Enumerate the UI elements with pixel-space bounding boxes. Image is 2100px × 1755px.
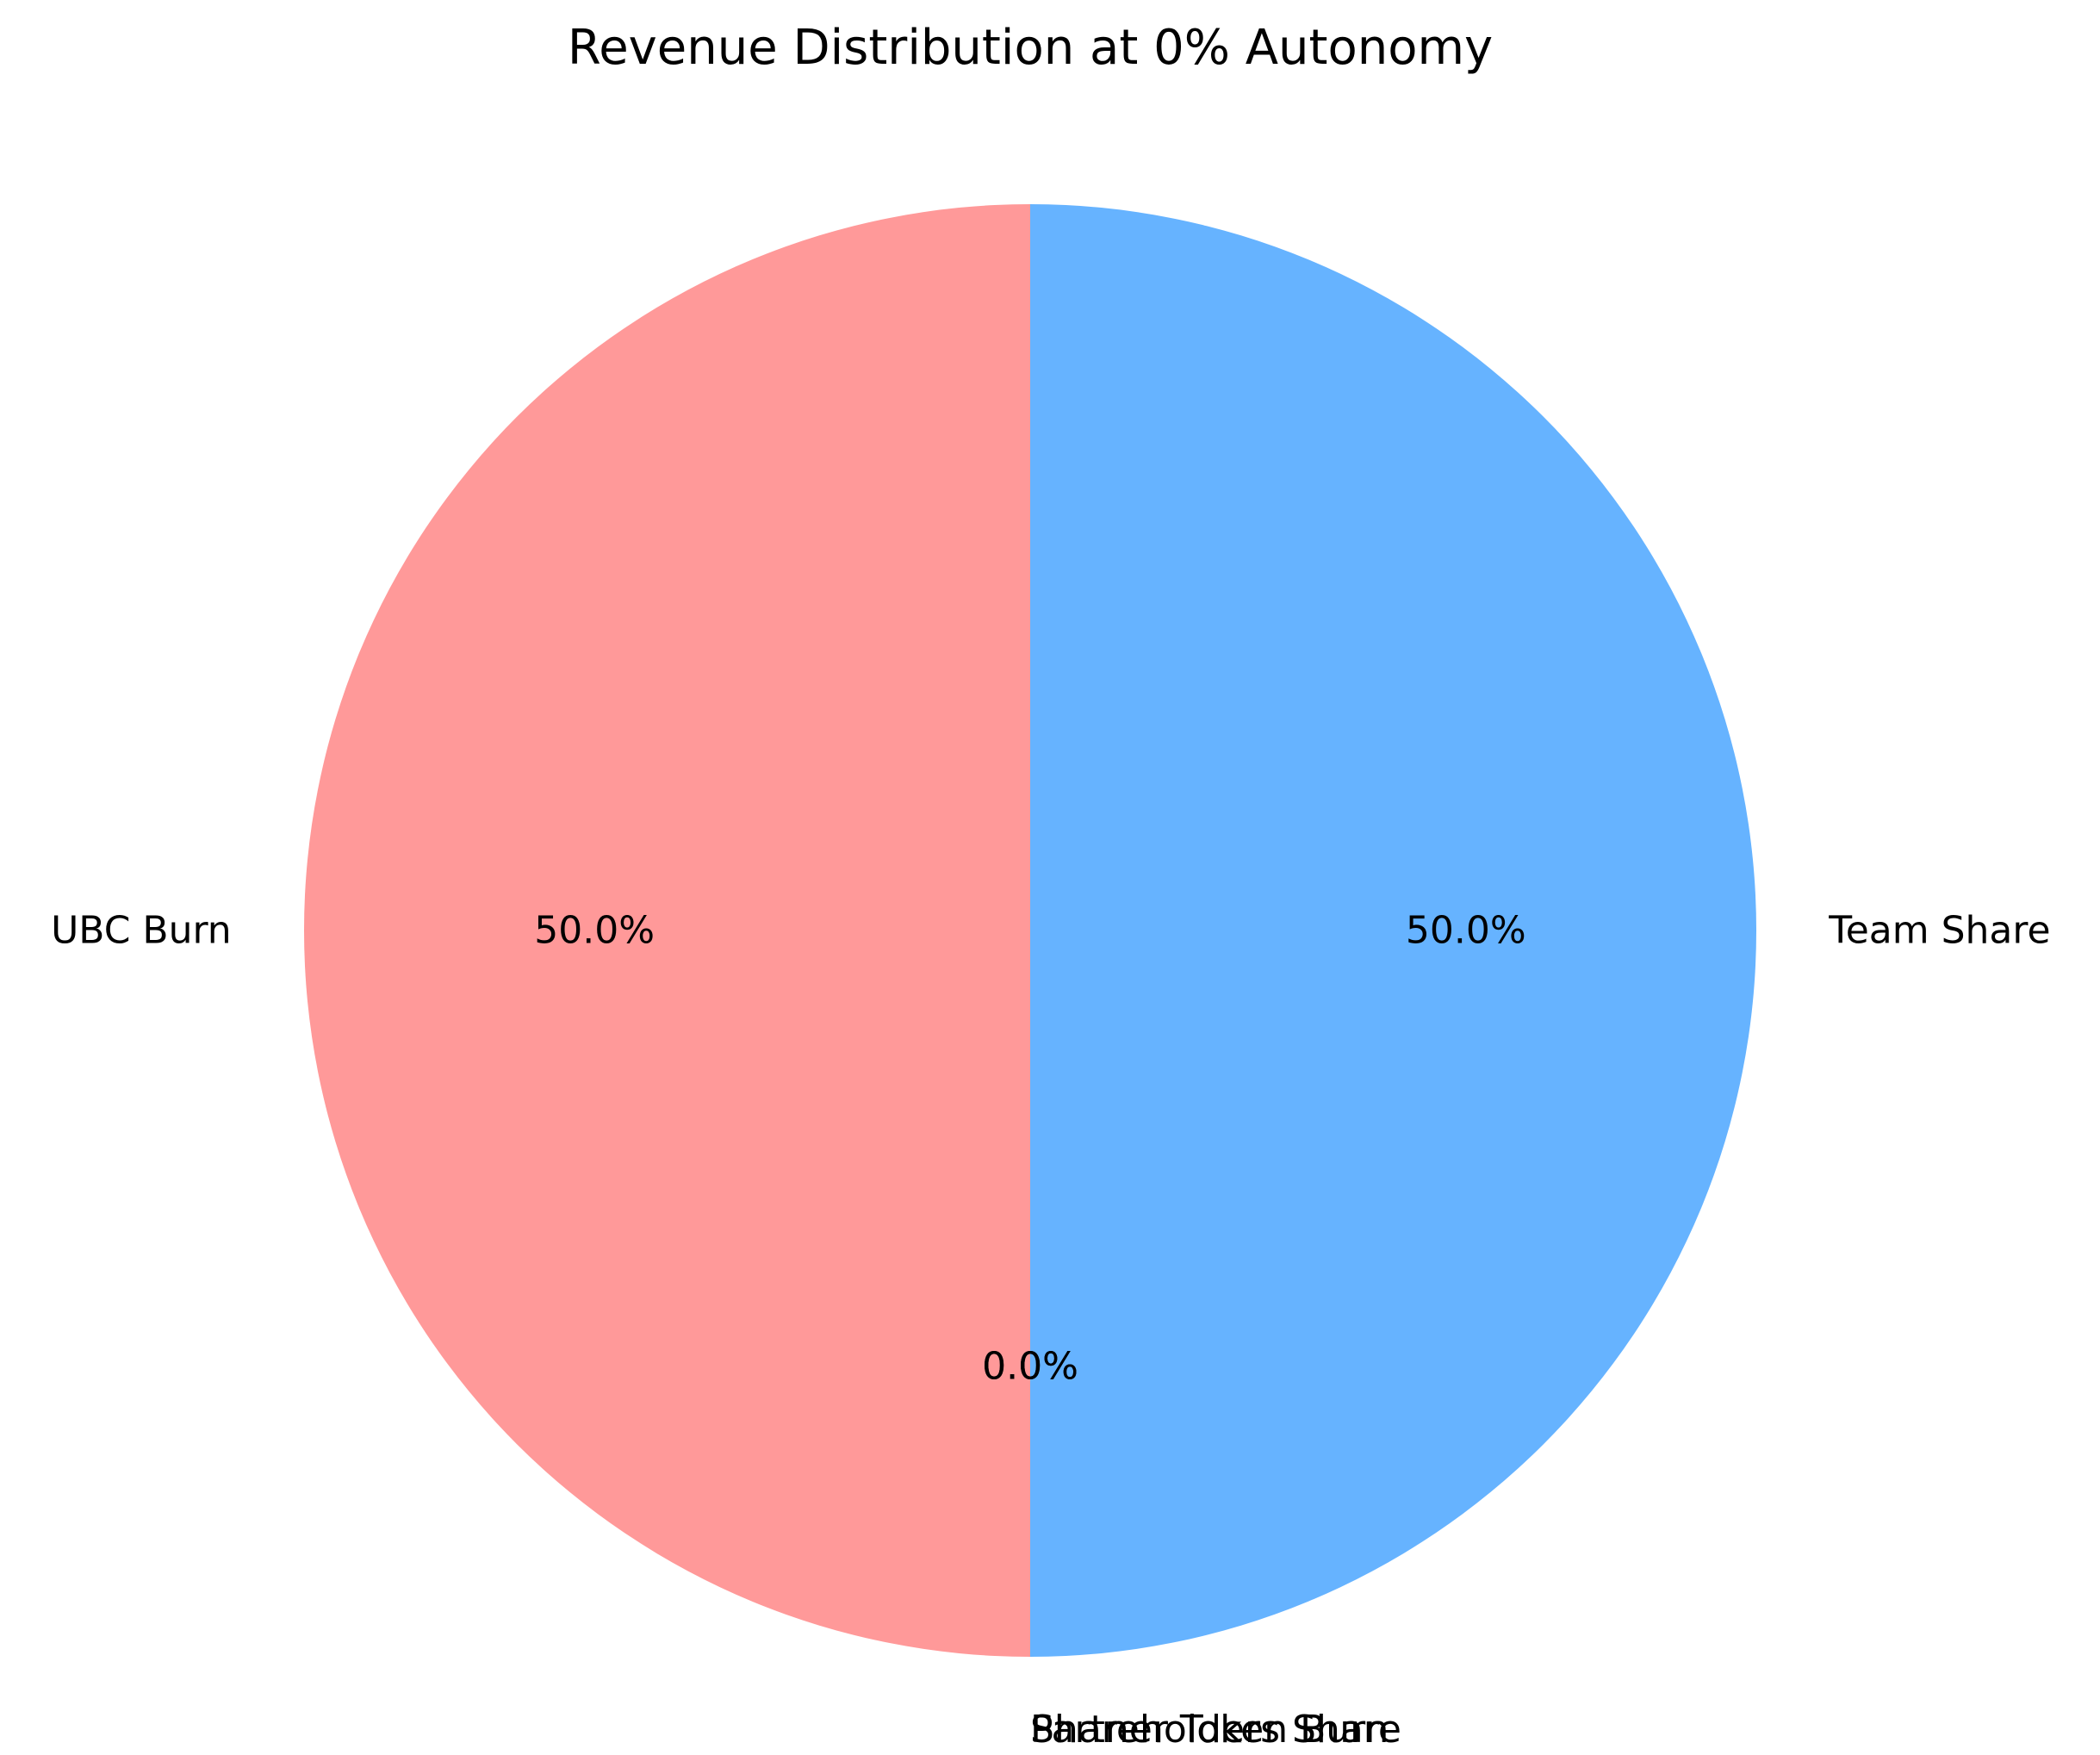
pct-label-partner-token-burn: 0.0%	[982, 1344, 1078, 1388]
pie-slice-ubc-burn	[304, 204, 1030, 1657]
percentage-labels: 50.0%0.0%0.0%50.0%	[534, 909, 1525, 1389]
pie-slice-team-share	[1030, 204, 1756, 1657]
pct-label-ubc-burn: 50.0%	[534, 909, 655, 953]
slice-label-partner-token-burn: Partner Token Burn	[1030, 1708, 1389, 1752]
pct-label-shareholders-share: 0.0%	[982, 1344, 1078, 1388]
slice-label-shareholders-share: Shareholders Share	[1030, 1708, 1401, 1752]
pie-slices	[304, 204, 1756, 1657]
pct-label-team-share: 50.0%	[1406, 909, 1526, 953]
slice-label-ubc-burn: UBC Burn	[51, 909, 232, 953]
chart-title: Revenue Distribution at 0% Autonomy	[568, 20, 1493, 76]
slice-label-team-share: Team Share	[1828, 909, 2050, 953]
